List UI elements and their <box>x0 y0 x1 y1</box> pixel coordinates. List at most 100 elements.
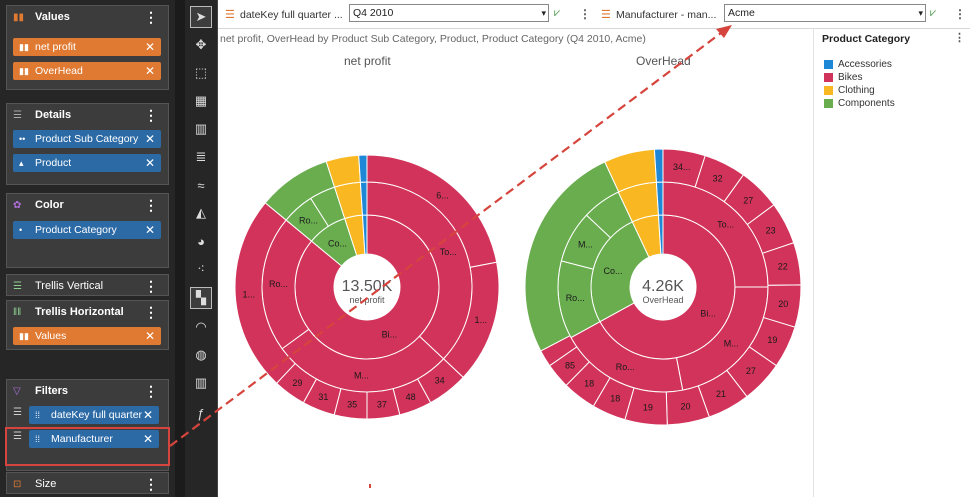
segment-label: M... <box>354 370 369 380</box>
values-menu-icon[interactable]: ⋮ <box>144 8 158 25</box>
segment-label: 48 <box>406 392 416 402</box>
segment-label: To... <box>440 247 457 257</box>
remove-icon[interactable]: ✕ <box>144 223 155 237</box>
fields-panel: ▮▮ Values ⋮ ▮▮ net profit ✕ ▮▮ OverHead ✕ ☰ Det… <box>0 0 175 497</box>
segment-label: Ro... <box>299 216 318 226</box>
segment-label: 1... <box>242 289 255 299</box>
sunburst-segment-1-2-17[interactable] <box>653 148 664 183</box>
segment-label: 27 <box>746 366 756 376</box>
legend-item-accessories[interactable]: Accessories <box>824 59 892 70</box>
center-value: 13.50K <box>342 278 393 295</box>
center-label: OverHead <box>642 295 683 305</box>
values-icon: ▮▮ <box>13 11 25 23</box>
segment-label: Bi... <box>700 309 716 319</box>
segment-label: 27 <box>743 195 753 205</box>
segment-label: 31 <box>318 392 328 402</box>
pill-product[interactable]: ▴ Product ✕ <box>13 154 161 172</box>
pill-net-profit[interactable]: ▮▮ net profit ✕ <box>13 38 161 56</box>
pill-product-sub-category[interactable]: •• Product Sub Category ✕ <box>13 130 161 148</box>
legend-title: Product Category <box>822 33 911 45</box>
segment-label: Co... <box>604 266 623 276</box>
legend-item-components[interactable]: Components <box>824 98 895 109</box>
segment-label: 20 <box>681 401 691 411</box>
segment-label: 34... <box>673 162 691 172</box>
segment-label: 18 <box>610 394 620 404</box>
segment-label: M... <box>724 338 739 348</box>
segment-label: Co... <box>328 239 347 249</box>
remove-icon[interactable]: ✕ <box>144 156 155 170</box>
sunburst-segment-0-2-11[interactable] <box>358 154 368 183</box>
remove-icon[interactable]: ✕ <box>142 408 153 422</box>
details-menu-icon[interactable]: ⋮ <box>144 106 158 123</box>
filter1-select[interactable]: Q4 2010 ▾ <box>349 4 549 22</box>
segment-label: Ro... <box>616 362 635 372</box>
segment-label: 85 <box>565 360 575 370</box>
segment-label: 34 <box>435 376 445 386</box>
legend-menu-icon[interactable]: ⋮ <box>954 32 965 44</box>
filter1-name: dateKey full quarter ... <box>240 9 343 21</box>
segment-label: M... <box>578 239 593 249</box>
color-icon: ✿ <box>13 199 22 211</box>
segment-label: 23 <box>766 226 776 236</box>
filter2-menu-icon[interactable]: ⋮ <box>954 7 966 21</box>
pill-values[interactable]: ▮▮ Values ✕ <box>13 327 161 345</box>
color-section: ✿ Color ⋮ • Product Category ✕ <box>6 193 169 268</box>
segment-label: To... <box>717 219 734 229</box>
color-menu-icon[interactable]: ⋮ <box>144 196 158 213</box>
segment-label: 32 <box>713 173 723 183</box>
segment-label: 21 <box>716 389 726 399</box>
center-value: 4.26K <box>642 278 684 295</box>
filter-list-icon: ☰ <box>225 9 235 21</box>
values-title: Values <box>35 11 70 23</box>
filter-icon: ▽ <box>13 385 21 397</box>
filter-funnel-icon[interactable]: ⩗ <box>554 7 561 19</box>
segment-label: 19 <box>767 335 777 345</box>
filter-bar: ☰ dateKey full quarter ... Q4 2010 ▾ ⩗ ⋮ … <box>218 0 970 29</box>
size-icon: ⊡ <box>13 478 22 490</box>
pill-product-category[interactable]: • Product Category ✕ <box>13 221 161 239</box>
segment-label: 37 <box>377 400 387 410</box>
pill-datekey-full-quarter[interactable]: ⁞⁞ dateKey full quarter ✕ <box>29 406 159 424</box>
trellis-vertical-menu-icon[interactable]: ⋮ <box>144 277 158 294</box>
values-section: ▮▮ Values ⋮ ▮▮ net profit ✕ ▮▮ OverHead ✕ <box>6 5 169 90</box>
trellis-horizontal-menu-icon[interactable]: ⋮ <box>144 303 158 320</box>
segment-label: 29 <box>292 378 302 388</box>
filter-list-icon: ☰ <box>601 9 611 21</box>
details-section: ☰ Details ⋮ •• Product Sub Category ✕ ▴ Produ… <box>6 103 169 185</box>
segment-label: Ro... <box>269 279 288 289</box>
legend: Product Category ⋮ Accessories Bikes Clo… <box>813 28 970 497</box>
pill-overhead[interactable]: ▮▮ OverHead ✕ <box>13 62 161 80</box>
chevron-down-icon: ▾ <box>918 8 923 18</box>
legend-item-clothing[interactable]: Clothing <box>824 85 875 96</box>
trellis-vertical-section: ☰ Trellis Vertical ⋮ <box>6 274 169 296</box>
segment-label: 6... <box>436 191 449 201</box>
filter1-menu-icon[interactable]: ⋮ <box>579 7 591 21</box>
remove-icon[interactable]: ✕ <box>144 64 155 78</box>
filter2-name: Manufacturer - man... <box>616 9 717 21</box>
segment-label: 20 <box>778 299 788 309</box>
trellis-horizontal-icon: ‖‖ <box>13 306 22 318</box>
pointer-icon[interactable]: ➤ <box>190 6 212 28</box>
segment-label: 19 <box>643 403 653 413</box>
filter2-select[interactable]: Acme ▾ <box>724 4 926 22</box>
trellis-vertical-icon: ☰ <box>13 280 22 292</box>
details-icon: ☰ <box>13 109 22 121</box>
legend-item-bikes[interactable]: Bikes <box>824 72 862 83</box>
segment-label: 22 <box>778 261 788 271</box>
segment-label: 18 <box>584 378 594 388</box>
remove-icon[interactable]: ✕ <box>144 132 155 146</box>
remove-icon[interactable]: ✕ <box>144 329 155 343</box>
trellis-horizontal-section: ‖‖ Trellis Horizontal ⋮ ▮▮ Values ✕ <box>6 300 169 350</box>
size-section: ⊡ Size ⋮ <box>6 472 169 494</box>
segment-label: 1... <box>475 315 488 325</box>
filters-menu-icon[interactable]: ⋮ <box>144 382 158 399</box>
remove-icon[interactable]: ✕ <box>144 40 155 54</box>
segment-label: Bi... <box>382 330 398 340</box>
center-label: net profit <box>349 295 385 305</box>
size-menu-icon[interactable]: ⋮ <box>144 475 158 492</box>
segment-label: 35 <box>347 400 357 410</box>
filter-funnel-icon[interactable]: ⩗ <box>930 7 937 19</box>
segment-label: Ro... <box>566 293 585 303</box>
chevron-down-icon: ▾ <box>541 8 546 18</box>
filter-list-icon: ☰ <box>13 407 22 418</box>
